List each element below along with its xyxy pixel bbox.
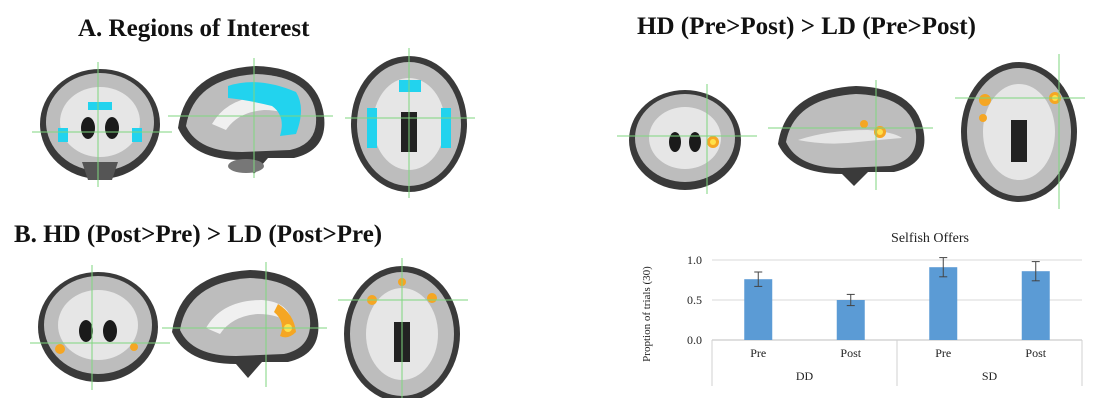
x-tick-label: Pre	[935, 346, 951, 360]
pre-post-sagittal-slice	[768, 80, 933, 190]
y-tick-label: 0.5	[687, 293, 702, 307]
activation-cluster	[130, 343, 138, 351]
bar	[929, 267, 958, 340]
roi-axial-slice	[345, 48, 475, 198]
post-pre-coronal-slice	[30, 265, 170, 390]
roi-sagittal-slice	[168, 58, 333, 178]
activation-peak	[710, 139, 716, 145]
roi-mask	[228, 82, 301, 136]
activation-cluster	[979, 94, 991, 106]
bar	[744, 279, 773, 340]
bar	[1021, 271, 1050, 340]
x-tick-label: Post	[1025, 346, 1046, 360]
activation-cluster	[860, 120, 868, 128]
chart-labels: 0.0 0.5 1.0 Pre Post Pre Post DD SD	[687, 253, 1047, 383]
roi-mask	[367, 108, 377, 148]
roi-mask	[58, 128, 68, 142]
roi-mask	[441, 108, 451, 148]
panel-c-title: HD (Pre>Post) > LD (Pre>Post)	[637, 13, 976, 40]
chart-bars	[744, 257, 1050, 340]
activation-cluster	[979, 114, 987, 122]
post-pre-sagittal-slice	[162, 262, 327, 387]
activation-cluster	[55, 344, 65, 354]
pre-post-axial-slice	[955, 54, 1085, 209]
chart-grid	[711, 259, 1083, 386]
x-tick-label: Pre	[750, 346, 766, 360]
pre-post-coronal-slice	[617, 84, 757, 194]
roi-mask	[88, 102, 112, 110]
selfish-offers-chart: Selfish Offers Proption of trials (30) 0…	[641, 231, 1083, 386]
group-label: SD	[982, 369, 998, 383]
bar	[836, 300, 865, 340]
activation-peak	[877, 129, 883, 135]
roi-mask	[399, 80, 421, 92]
chart-title: Selfish Offers	[891, 231, 969, 246]
group-label: DD	[796, 369, 814, 383]
panel-b-title: B. HD (Post>Pre) > LD (Post>Pre)	[14, 221, 383, 248]
y-tick-label: 1.0	[687, 253, 702, 267]
post-pre-axial-slice	[338, 258, 468, 398]
panel-a-title: A. Regions of Interest	[78, 15, 310, 42]
roi-mask	[132, 128, 142, 142]
y-axis-label: Proption of trials (30)	[641, 266, 653, 362]
x-tick-label: Post	[840, 346, 861, 360]
activation-cluster	[427, 293, 437, 303]
y-tick-label: 0.0	[687, 333, 702, 347]
roi-coronal-slice	[32, 62, 172, 187]
